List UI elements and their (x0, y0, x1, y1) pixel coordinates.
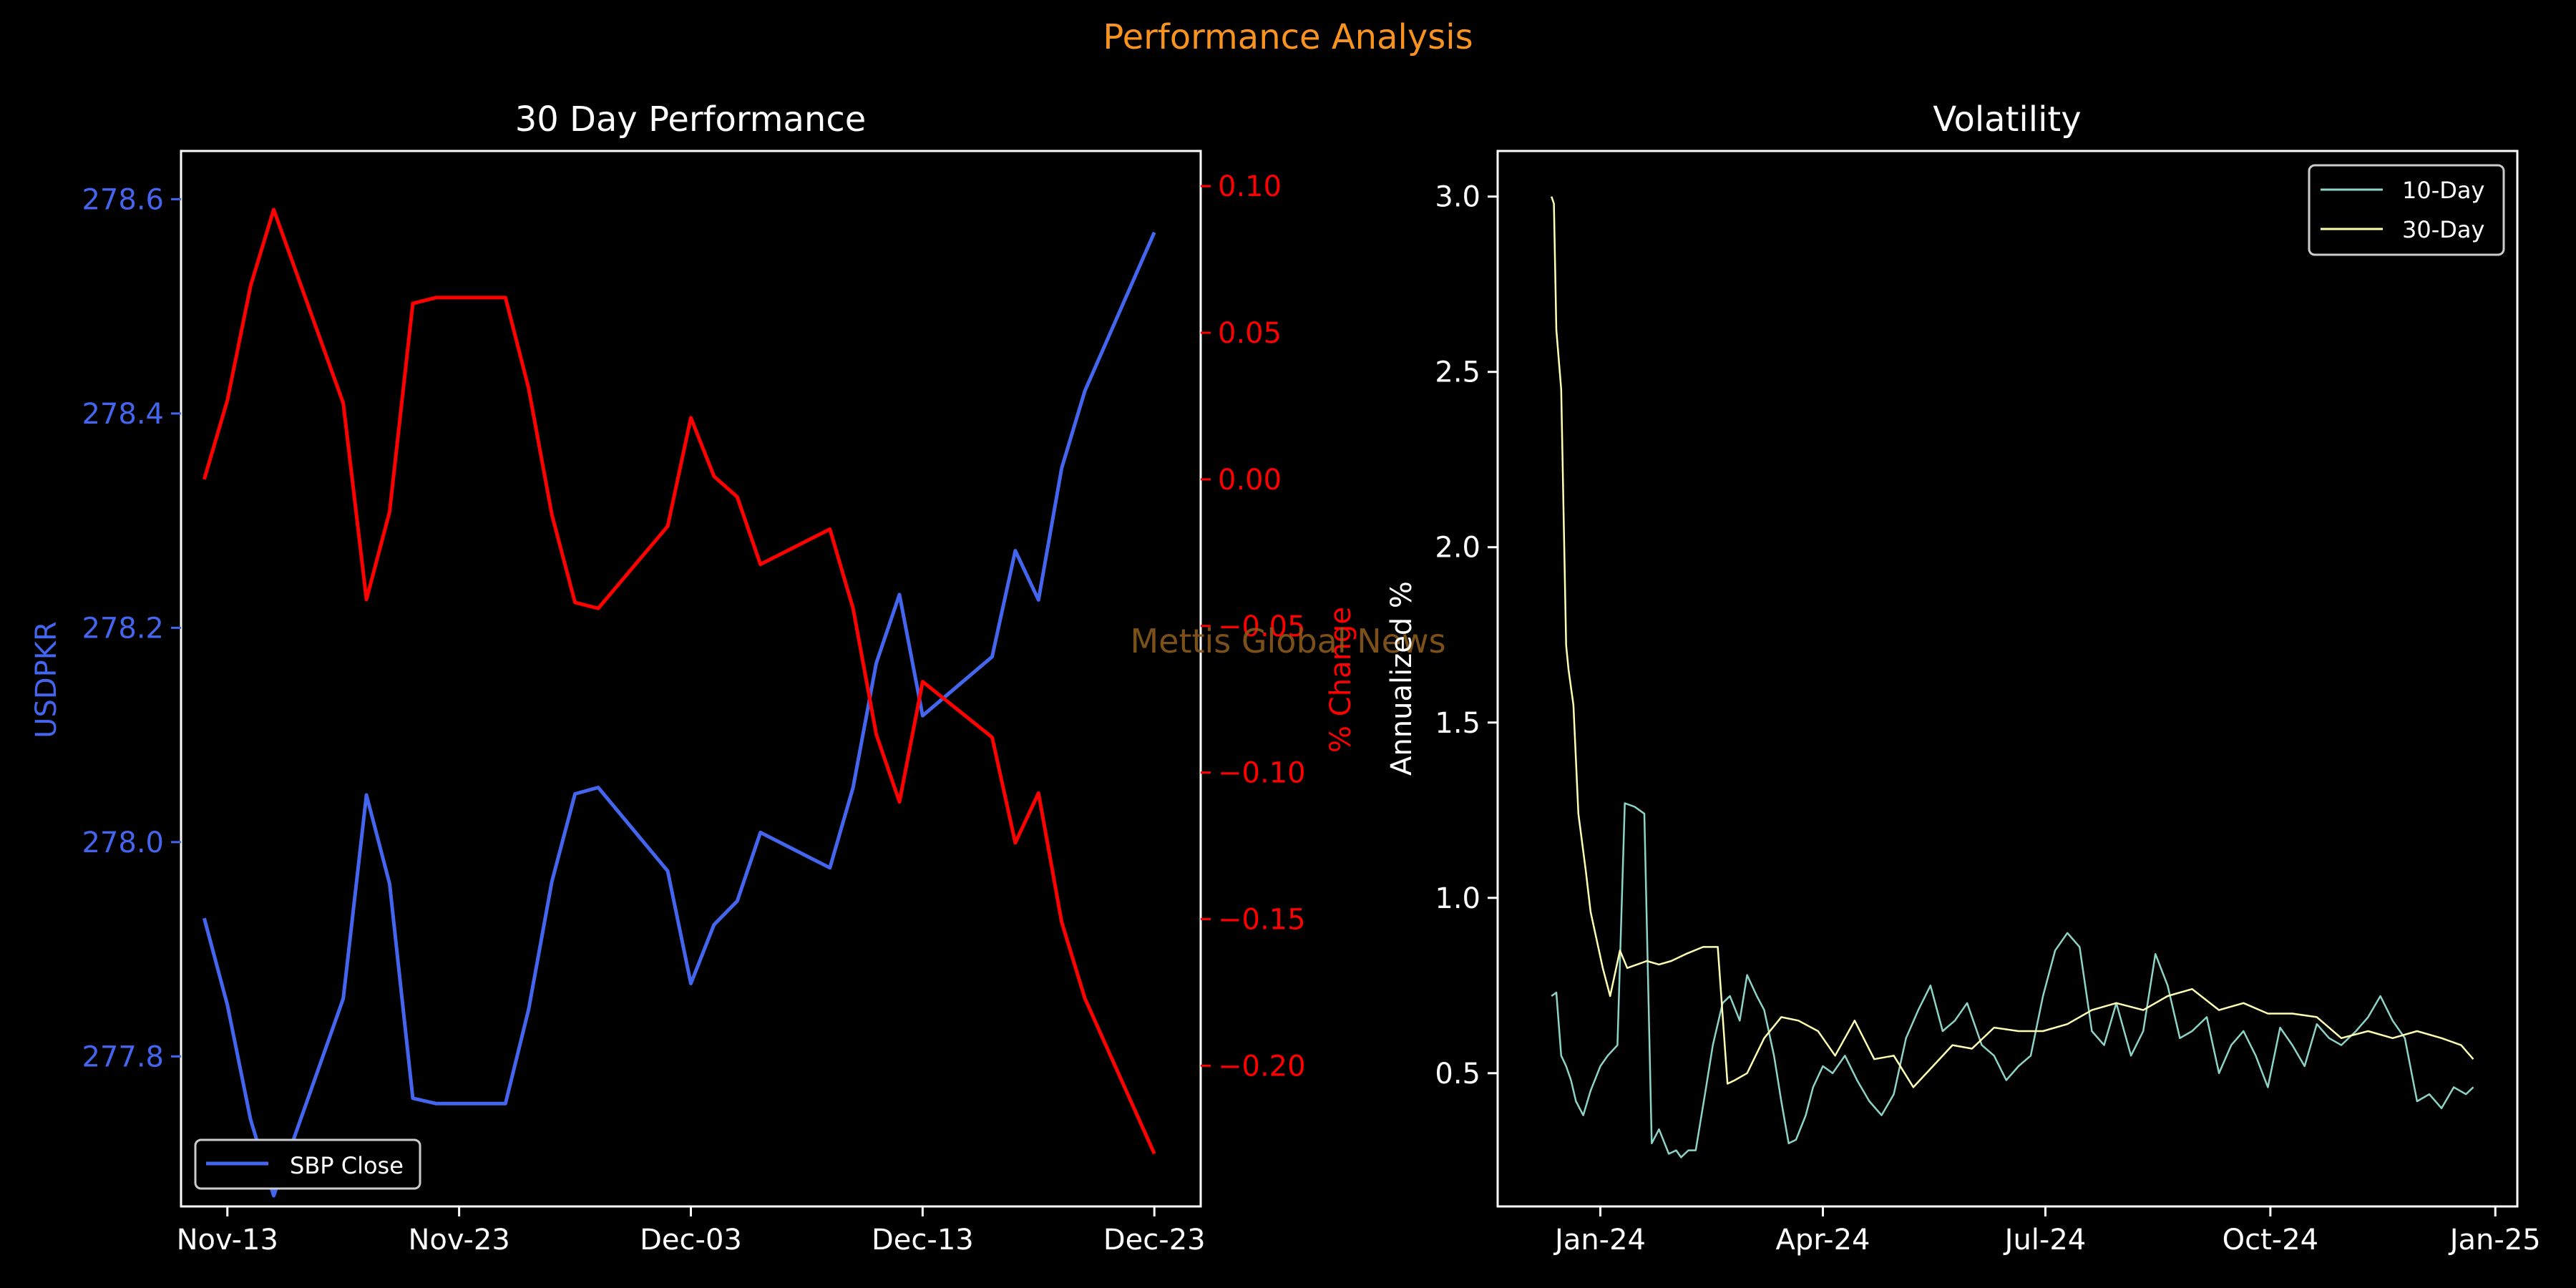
x-tick-label: Dec-03 (640, 1224, 742, 1257)
watermark-text: Mettis Global News (1130, 622, 1445, 660)
y2-tick-label: −0.05 (1218, 610, 1306, 643)
volatility-y-axis-label: Annualized % (1385, 581, 1418, 776)
y-tick-label: 1.0 (1435, 882, 1480, 915)
figure-title: Performance Analysis (1103, 17, 1473, 57)
volatility-chart: Volatility Jan-24 Apr-24 Jul-24 Oct-24 Jan-2… (1385, 99, 2541, 1257)
y-tick-label: 3.0 (1435, 181, 1480, 214)
y-tick-label: 2.5 (1435, 356, 1480, 389)
y-tick-label: 0.5 (1435, 1058, 1480, 1091)
y-tick-label: 278.6 (82, 183, 164, 216)
y-tick-label: 278.0 (82, 826, 164, 859)
performance-legend: SBP Close (194, 1138, 421, 1190)
x-tick-label: Jan-24 (1553, 1224, 1646, 1257)
right-y-axis-label: % Change (1324, 607, 1357, 753)
x-tick-label: Dec-23 (1103, 1224, 1206, 1257)
x-tick-label: Nov-13 (177, 1224, 278, 1257)
y2-tick-label: 0.05 (1218, 317, 1282, 350)
legend-box (2308, 164, 2505, 256)
y2-tick-label: −0.15 (1218, 903, 1306, 936)
legend-label-10-day: 10-Day (2402, 177, 2484, 204)
x-tick-label: Jan-25 (2448, 1224, 2541, 1257)
legend-label-sbp-close: SBP Close (290, 1152, 404, 1179)
y-tick-label: 277.8 (82, 1040, 164, 1073)
y-tick-label: 278.4 (82, 398, 164, 431)
volatility-plot-frame (1496, 150, 2519, 1208)
y2-tick-label: 0.00 (1218, 464, 1282, 497)
y2-tick-label: 0.10 (1218, 170, 1282, 203)
left-y-axis-label: USDPKR (30, 621, 63, 738)
series-line-sbp-close (202, 231, 1156, 1198)
x-tick-label: Apr-24 (1776, 1224, 1870, 1257)
series-line-30-day (1551, 196, 2474, 1088)
series-line-10-day (1551, 802, 2474, 1158)
legend-box (194, 1138, 421, 1190)
y-tick-label: 1.5 (1435, 707, 1480, 740)
volatility-legend: 10-Day 30-Day (2308, 164, 2505, 256)
y2-tick-label: −0.20 (1218, 1050, 1306, 1083)
volatility-chart-title: Volatility (1933, 99, 2081, 140)
performance-chart-title: 30 Day Performance (515, 99, 867, 140)
y-tick-label: 2.0 (1435, 532, 1480, 565)
y-tick-label: 278.2 (82, 612, 164, 645)
x-tick-label: Nov-23 (408, 1224, 509, 1257)
x-tick-label: Dec-13 (872, 1224, 974, 1257)
series-line-pct-change (203, 208, 1156, 1155)
performance-chart: 30 Day Performance Nov-13 Nov-23 Dec-03 Dec… (30, 99, 1357, 1257)
legend-label-30-day: 30-Day (2402, 216, 2484, 243)
x-tick-label: Jul-24 (2003, 1224, 2087, 1257)
x-tick-label: Oct-24 (2223, 1224, 2319, 1257)
y2-tick-label: −0.10 (1218, 757, 1306, 790)
